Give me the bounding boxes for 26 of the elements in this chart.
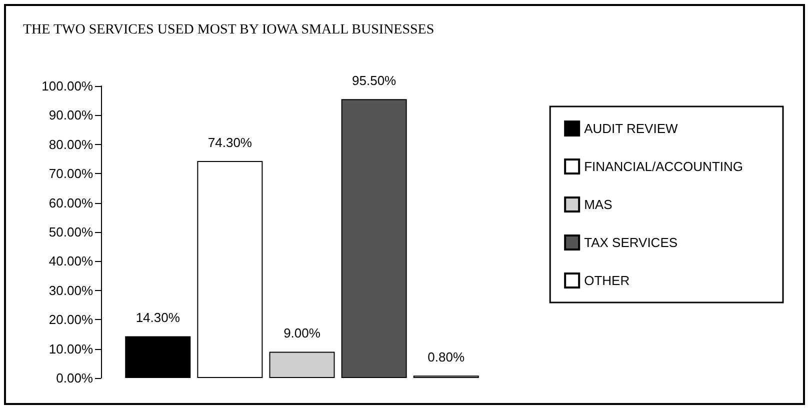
bar [125, 336, 191, 378]
y-tick-label: 50.00% [48, 224, 94, 240]
data-label: 74.30% [208, 135, 252, 150]
data-label: 14.30% [136, 310, 180, 326]
y-tick-label: 0.00% [56, 370, 94, 386]
y-tick-label: 60.00% [48, 195, 94, 210]
bar [341, 99, 407, 378]
bar [197, 161, 263, 378]
y-tick-label: 100.00% [42, 78, 94, 94]
y-tick-label: 70.00% [48, 166, 94, 182]
legend-label: AUDIT REVIEW [584, 121, 678, 136]
y-tick-label: 20.00% [48, 312, 94, 328]
legend-label: TAX SERVICES [584, 235, 678, 250]
data-label: 95.50% [352, 73, 397, 88]
chart-title: THE TWO SERVICES USED MOST BY IOWA SMALL BUSINESSES [23, 22, 434, 38]
bar [269, 352, 335, 378]
y-tick-label: 40.00% [48, 254, 94, 269]
y-tick-label: 10.00% [48, 341, 94, 356]
legend-label: MAS [584, 197, 613, 212]
data-label: 0.80% [428, 350, 465, 365]
data-label: 9.00% [284, 326, 321, 341]
legend-label: FINANCIAL/ACCOUNTING [584, 159, 744, 174]
y-tick-label: 90.00% [48, 108, 94, 123]
legend-label: OTHER [584, 273, 630, 288]
y-tick-label: 80.00% [48, 136, 94, 152]
y-tick-label: 30.00% [48, 282, 94, 298]
